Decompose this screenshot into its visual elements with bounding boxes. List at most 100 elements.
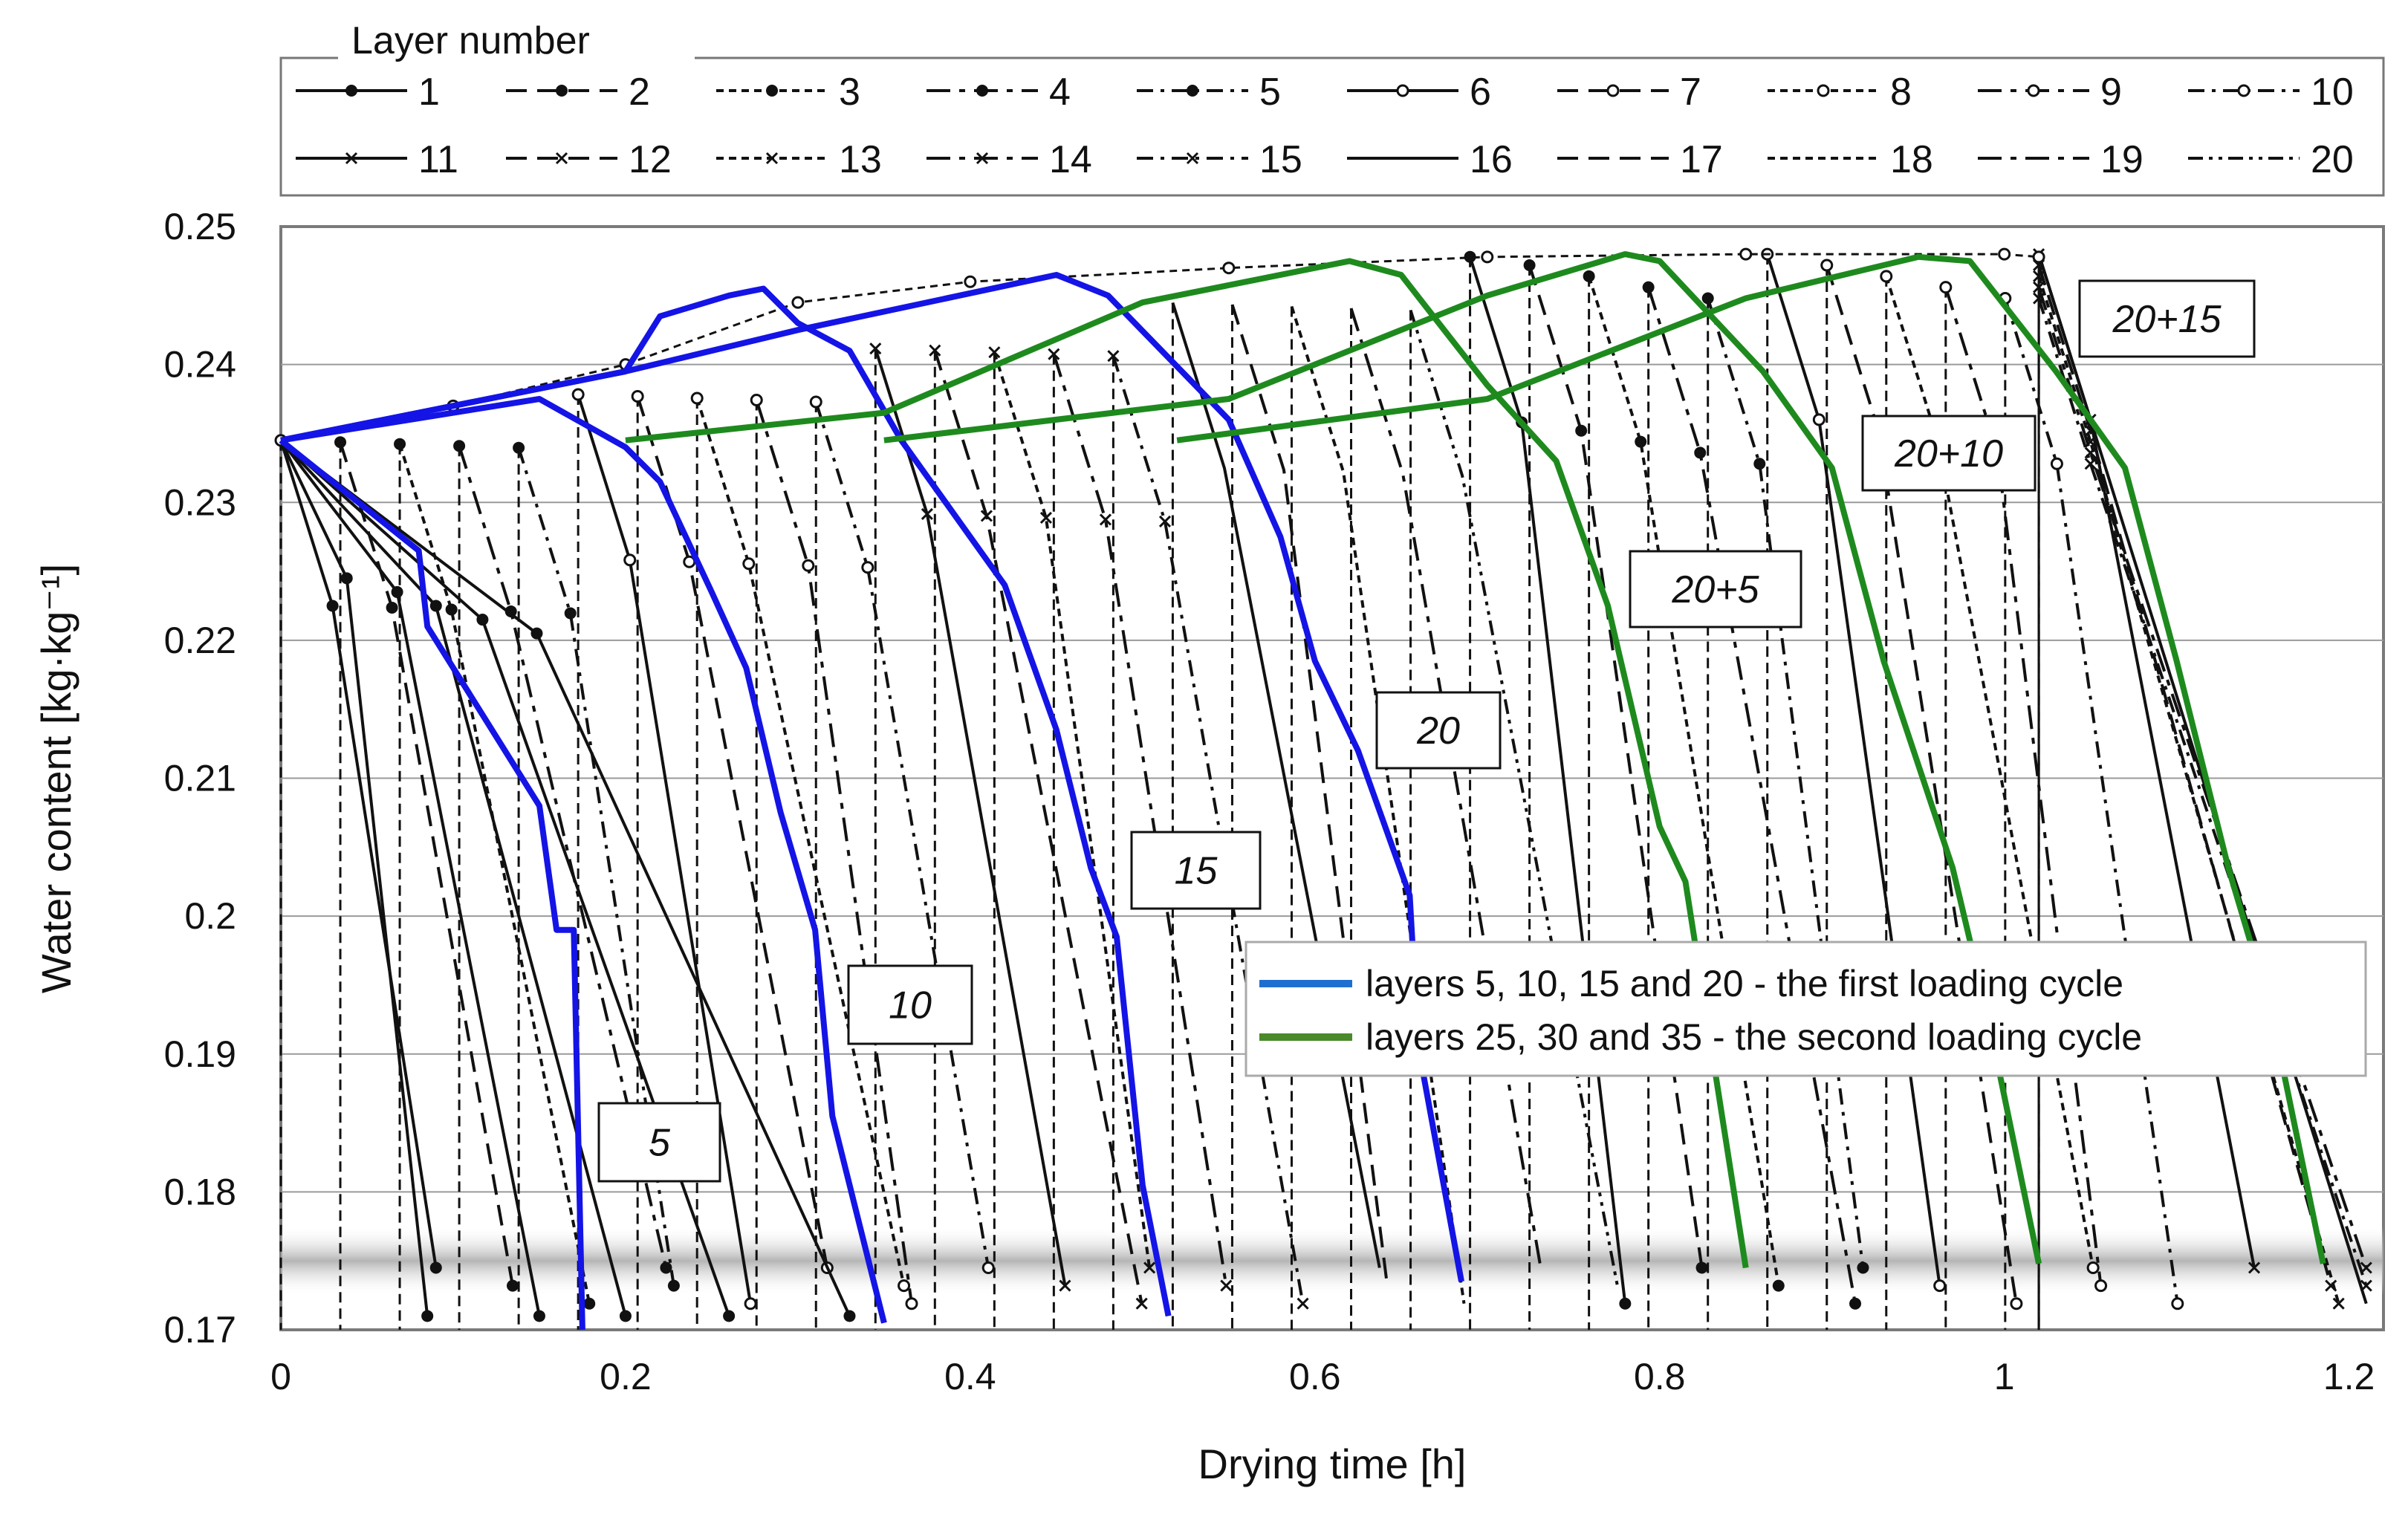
- curve-marker: [843, 1310, 856, 1322]
- cycle-legend-label-first: layers 5, 10, 15 and 20 - the first load…: [1366, 963, 2123, 1004]
- annotation-frame: [1861, 415, 2037, 492]
- y-tick-label: 0.2: [184, 895, 236, 937]
- curve-marker: [631, 389, 644, 403]
- layer-curve-line: [993, 351, 1152, 1268]
- x-tick-label: 1: [1994, 1356, 2015, 1397]
- annotation-label: 15: [1175, 850, 1218, 893]
- legend-item: 19: [1978, 138, 2143, 181]
- cycle-curves: [279, 251, 2326, 1331]
- layer-curve-line: [280, 253, 2039, 442]
- curve-marker: [571, 388, 585, 401]
- layer-curve-line: [458, 445, 668, 1268]
- curve-marker: [750, 393, 763, 406]
- curve-marker: [1635, 435, 1647, 448]
- x-tick-label: 0.2: [600, 1356, 652, 1397]
- legend-item: 10: [2188, 71, 2354, 114]
- curve-marker: [1772, 1279, 1785, 1292]
- curve-marker: [791, 296, 805, 309]
- layer-curve: [869, 342, 1071, 1330]
- curve-marker: [623, 553, 637, 567]
- legend-item: 20: [2188, 138, 2354, 181]
- legend-label: 19: [2100, 138, 2143, 181]
- legend-label: 9: [2100, 71, 2122, 114]
- curve-marker: [742, 557, 756, 571]
- legend-item: 5: [1137, 71, 1281, 114]
- x-axis-title: Drying time [h]: [1198, 1441, 1467, 1487]
- layer-curve: [750, 393, 918, 1330]
- layer-curve-line: [1052, 354, 1228, 1286]
- curve-marker: [386, 601, 398, 614]
- legend-label: 8: [1890, 71, 1912, 114]
- y-tick-label: 0.24: [164, 344, 236, 386]
- curve-marker: [2027, 84, 2040, 97]
- legend-item: 4: [926, 71, 1071, 114]
- layer-curve-line: [755, 399, 913, 1304]
- annotation-box: 15: [1130, 831, 1262, 910]
- x-axis-ticks: 0 0.2 0.4 0.6 0.8 1 1.2: [270, 1356, 2375, 1397]
- legend-label: 10: [2311, 71, 2354, 114]
- layer-curve: [571, 388, 757, 1330]
- curve-marker: [1222, 262, 1236, 275]
- curve-marker: [476, 614, 489, 626]
- curve-marker: [1820, 259, 1834, 272]
- curve-marker: [802, 559, 815, 572]
- legend-item: 6: [1347, 71, 1491, 114]
- curve-marker: [2332, 1297, 2345, 1310]
- curve-marker: [421, 1310, 434, 1322]
- curve-marker: [1158, 515, 1172, 528]
- curve-marker: [1220, 1279, 1233, 1292]
- curve-marker: [1481, 250, 1494, 264]
- annotation-label: 20+10: [1894, 432, 2003, 475]
- curve-marker: [765, 152, 779, 165]
- legend-item: 8: [1768, 71, 1912, 114]
- curve-marker: [2248, 1261, 2261, 1274]
- curve-marker: [2237, 84, 2250, 97]
- curve-marker: [429, 600, 442, 612]
- annotation-label: 10: [889, 984, 932, 1027]
- series-line: [280, 272, 1464, 1282]
- annotation-label: 20+15: [2112, 298, 2222, 341]
- curve-marker: [1642, 281, 1655, 293]
- legend-item: 3: [716, 71, 860, 114]
- legend-label: 7: [1680, 71, 1701, 114]
- curve-marker: [690, 392, 704, 405]
- curve-marker: [340, 572, 353, 585]
- curve-marker: [2033, 292, 2045, 305]
- curve-marker: [723, 1310, 736, 1322]
- curve-marker: [506, 1279, 519, 1292]
- curve-marker: [530, 627, 543, 640]
- curve-marker: [564, 607, 577, 620]
- curve-marker: [1694, 446, 1707, 459]
- curve-marker: [583, 1297, 596, 1310]
- x-tick-label: 0.6: [1289, 1356, 1341, 1397]
- curve-marker: [1933, 1279, 1947, 1293]
- curve-marker: [533, 1310, 545, 1322]
- curve-marker: [394, 438, 406, 450]
- annotation-label: 5: [649, 1122, 671, 1165]
- layer-curve-line: [695, 397, 906, 1287]
- curve-marker: [1143, 1261, 1156, 1274]
- curve-marker: [1186, 152, 1199, 165]
- layer-curve-line: [1587, 276, 1780, 1286]
- curve-marker: [744, 1297, 757, 1310]
- curve-marker: [513, 441, 525, 454]
- legend-item: 11: [296, 138, 458, 181]
- curve-marker: [809, 395, 822, 409]
- curve-marker: [1187, 85, 1198, 97]
- curve-marker: [2084, 458, 2097, 470]
- curve-marker: [1575, 424, 1588, 437]
- legend-item: 18: [1768, 138, 1933, 181]
- curve-marker: [445, 603, 458, 616]
- curve-marker: [1464, 250, 1476, 263]
- series-line: [625, 258, 1749, 1269]
- annotation-box: 20: [1375, 691, 1502, 770]
- layer-curve: [1583, 270, 1785, 1330]
- layer-curve: [513, 441, 680, 1330]
- legend-item: 9: [1978, 71, 2122, 114]
- series-line: [883, 251, 2042, 1264]
- curve-marker: [766, 85, 778, 97]
- series-line: [280, 396, 887, 1324]
- curve-marker: [334, 436, 347, 449]
- annotation-frame: [2078, 279, 2256, 358]
